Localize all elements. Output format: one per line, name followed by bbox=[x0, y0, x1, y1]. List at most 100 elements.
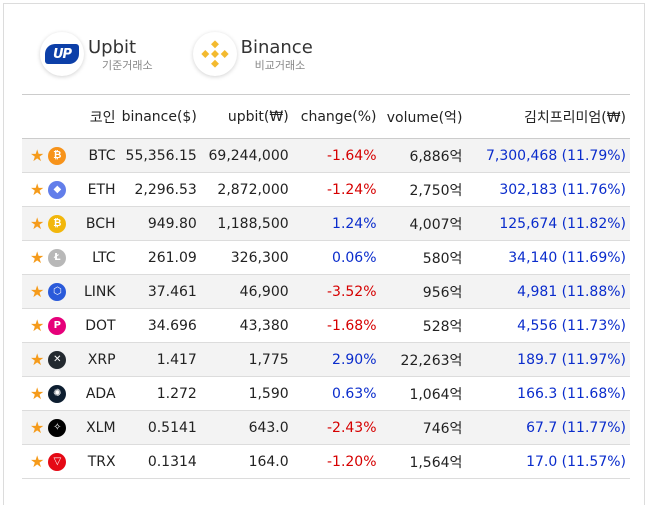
kimchi-premium: 34,140 (11.69%) bbox=[508, 249, 626, 266]
binance-logo-icon bbox=[192, 32, 237, 76]
table-row[interactable]: ★ Ł LTC 261.09 326,300 0.06% 580억 34,140 (11.69… bbox=[22, 240, 630, 275]
binance-price: 261.09 bbox=[147, 249, 197, 266]
kimchi-premium: 302,183 (11.76%) bbox=[499, 181, 626, 198]
binance-price: 1.272 bbox=[156, 385, 197, 402]
exchange-upbit[interactable]: UP Upbit 기준거래소 bbox=[40, 26, 153, 82]
favorite-star-icon[interactable]: ★ bbox=[30, 214, 45, 233]
volume: 1,564억 bbox=[409, 454, 463, 471]
ethereum-icon: ◆ bbox=[48, 180, 67, 199]
header-favorite bbox=[22, 95, 82, 139]
volume: 528억 bbox=[422, 318, 463, 335]
change-percent: 2.90% bbox=[332, 351, 377, 368]
upbit-price: 643.0 bbox=[248, 419, 289, 436]
table-row[interactable]: ★ ◆ ETH 2,296.53 2,872,000 -1.24% 2,750억 302,18… bbox=[22, 172, 630, 207]
polkadot-icon: P bbox=[48, 316, 67, 335]
coin-symbol: XRP bbox=[87, 351, 116, 368]
table-row[interactable]: ★ ▽ TRX 0.1314 164.0 -1.20% 1,564억 17.0 (11.57%… bbox=[22, 444, 630, 479]
upbit-price: 69,244,000 bbox=[208, 147, 289, 164]
table-row[interactable]: ★ ₿ BTC 55,356.15 69,244,000 -1.64% 6,886억 7,30… bbox=[22, 138, 630, 173]
coin-symbol: ADA bbox=[85, 385, 116, 402]
volume: 1,064억 bbox=[409, 386, 463, 403]
coin-symbol: LTC bbox=[92, 249, 116, 266]
widget-frame bbox=[3, 3, 645, 505]
upbit-price: 46,900 bbox=[239, 283, 289, 300]
kimchi-premium: 17.0 (11.57%) bbox=[526, 453, 626, 470]
kimchi-premium: 67.7 (11.77%) bbox=[526, 419, 626, 436]
kimchi-premium: 4,556 (11.73%) bbox=[517, 317, 626, 334]
header-kimchi-premium[interactable]: 김치프리미엄(₩) bbox=[523, 109, 626, 126]
upbit-price: 164.0 bbox=[248, 453, 289, 470]
favorite-star-icon[interactable]: ★ bbox=[30, 282, 45, 301]
header-change[interactable]: change(%) bbox=[300, 108, 377, 125]
volume: 2,750억 bbox=[409, 182, 463, 199]
change-percent: -3.52% bbox=[326, 283, 377, 300]
coin-symbol: BTC bbox=[88, 147, 116, 164]
favorite-star-icon[interactable]: ★ bbox=[30, 316, 45, 335]
change-percent: 0.06% bbox=[332, 249, 377, 266]
favorite-star-icon[interactable]: ★ bbox=[30, 418, 45, 437]
kimchi-premium: 7,300,468 (11.79%) bbox=[485, 147, 626, 164]
favorite-star-icon[interactable]: ★ bbox=[30, 452, 45, 471]
change-percent: -1.68% bbox=[326, 317, 377, 334]
row-icons: ★ ✧ bbox=[22, 411, 82, 445]
row-icons: ★ ✺ bbox=[22, 377, 82, 411]
favorite-star-icon[interactable]: ★ bbox=[30, 350, 45, 369]
coin-symbol: ETH bbox=[87, 181, 116, 198]
kimchi-premium: 125,674 (11.82%) bbox=[499, 215, 626, 232]
table-row[interactable]: ★ ✧ XLM 0.5141 643.0 -2.43% 746억 67.7 (11.77%) bbox=[22, 410, 630, 445]
table-row[interactable]: ★ ₿ BCH 949.80 1,188,500 1.24% 4,007억 125,674 (… bbox=[22, 206, 630, 241]
kimchi-premium: 166.3 (11.68%) bbox=[517, 385, 626, 402]
header-volume[interactable]: volume(억) bbox=[386, 109, 463, 126]
kimchi-premium-table: 코인 binance($) upbit(₩) change(%) volume(… bbox=[22, 94, 630, 479]
binance-price: 0.1314 bbox=[147, 453, 197, 470]
ripple-icon: ✕ bbox=[48, 350, 67, 369]
header-upbit[interactable]: upbit(₩) bbox=[227, 108, 289, 125]
tron-icon: ▽ bbox=[48, 452, 67, 471]
coin-symbol: BCH bbox=[85, 215, 116, 232]
bitcoin-cash-icon: ₿ bbox=[48, 214, 67, 233]
table-row[interactable]: ★ ✕ XRP 1.417 1,775 2.90% 22,263억 189.7 (11.97%… bbox=[22, 342, 630, 377]
change-percent: 1.24% bbox=[332, 215, 377, 232]
coin-symbol: LINK bbox=[83, 283, 116, 300]
volume: 6,886억 bbox=[409, 148, 463, 165]
coin-symbol: TRX bbox=[87, 453, 116, 470]
table-header-row: 코인 binance($) upbit(₩) change(%) volume(… bbox=[22, 94, 630, 139]
header-coin[interactable]: 코인 bbox=[89, 109, 116, 126]
row-icons: ★ ▽ bbox=[22, 445, 82, 479]
stellar-icon: ✧ bbox=[48, 418, 67, 437]
change-percent: -2.43% bbox=[326, 419, 377, 436]
favorite-star-icon[interactable]: ★ bbox=[30, 180, 45, 199]
header-binance[interactable]: binance($) bbox=[121, 108, 197, 125]
exchange-selector: UP Upbit 기준거래소 Binance 비교거래소 bbox=[40, 26, 353, 82]
change-percent: 0.63% bbox=[332, 385, 377, 402]
volume: 22,263억 bbox=[400, 352, 463, 369]
favorite-star-icon[interactable]: ★ bbox=[30, 146, 45, 165]
litecoin-icon: Ł bbox=[48, 248, 67, 267]
upbit-price: 43,380 bbox=[239, 317, 289, 334]
table-row[interactable]: ★ ⬡ LINK 37.461 46,900 -3.52% 956억 4,981 (11.88… bbox=[22, 274, 630, 309]
exchange-name: Binance bbox=[240, 36, 313, 58]
upbit-price: 1,590 bbox=[248, 385, 289, 402]
table-row[interactable]: ★ ✺ ADA 1.272 1,590 0.63% 1,064억 166.3 (11.68%) bbox=[22, 376, 630, 411]
exchange-role: 비교거래소 bbox=[254, 58, 306, 72]
upbit-logo-badge: UP bbox=[45, 44, 79, 64]
kimchi-premium: 189.7 (11.97%) bbox=[517, 351, 626, 368]
favorite-star-icon[interactable]: ★ bbox=[30, 248, 45, 267]
chainlink-icon: ⬡ bbox=[48, 282, 67, 301]
kimchi-premium: 4,981 (11.88%) bbox=[517, 283, 626, 300]
table-row[interactable]: ★ P DOT 34.696 43,380 -1.68% 528억 4,556 (11.73%… bbox=[22, 308, 630, 343]
favorite-star-icon[interactable]: ★ bbox=[30, 384, 45, 403]
row-icons: ★ P bbox=[22, 309, 82, 343]
exchange-role: 기준거래소 bbox=[102, 58, 153, 72]
upbit-price: 326,300 bbox=[230, 249, 289, 266]
binance-price: 34.696 bbox=[147, 317, 197, 334]
row-icons: ★ ⬡ bbox=[22, 275, 82, 309]
binance-price: 1.417 bbox=[156, 351, 197, 368]
change-percent: -1.20% bbox=[326, 453, 377, 470]
exchange-binance[interactable]: Binance 비교거래소 bbox=[192, 26, 313, 82]
upbit-price: 1,188,500 bbox=[217, 215, 289, 232]
binance-price: 949.80 bbox=[147, 215, 197, 232]
exchange-name: Upbit bbox=[88, 36, 137, 58]
row-icons: ★ ◆ bbox=[22, 173, 82, 207]
cardano-icon: ✺ bbox=[48, 384, 67, 403]
